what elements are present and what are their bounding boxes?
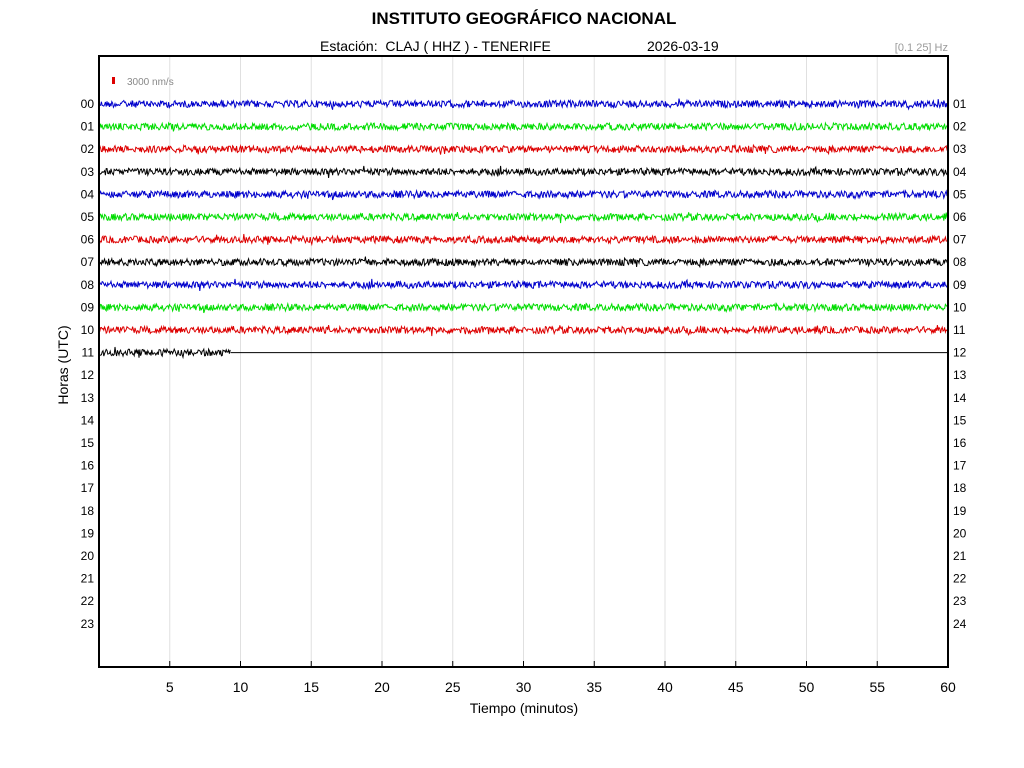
x-tick-label: 5 xyxy=(166,679,174,695)
x-axis-label: Tiempo (minutos) xyxy=(469,700,579,716)
y-tick-right: 18 xyxy=(953,481,967,495)
y-tick-right: 02 xyxy=(953,120,967,134)
y-tick-left: 14 xyxy=(81,413,95,427)
x-tick-label: 15 xyxy=(303,679,319,695)
y-tick-left: 15 xyxy=(81,436,95,450)
y-tick-left: 03 xyxy=(81,165,95,179)
trace-hour-02 xyxy=(98,143,949,156)
y-tick-right: 21 xyxy=(953,549,967,563)
x-tick-label: 25 xyxy=(445,679,461,695)
trace-hour-00 xyxy=(98,98,949,111)
y-tick-right: 24 xyxy=(953,617,967,631)
trace-hour-11 xyxy=(98,346,231,360)
x-tick-label: 40 xyxy=(657,679,673,695)
y-tick-left: 12 xyxy=(81,368,95,382)
y-tick-right: 04 xyxy=(953,165,967,179)
y-tick-right: 17 xyxy=(953,459,967,473)
y-tick-left: 10 xyxy=(81,323,95,337)
y-tick-left: 00 xyxy=(81,97,95,111)
y-tick-left: 06 xyxy=(81,233,95,247)
x-tick-label: 35 xyxy=(586,679,602,695)
x-tick-label: 20 xyxy=(374,679,390,695)
y-tick-left: 09 xyxy=(81,300,95,314)
y-tick-right: 08 xyxy=(953,255,967,269)
y-tick-left: 11 xyxy=(82,346,95,360)
y-tick-right: 03 xyxy=(953,142,967,156)
y-tick-left: 08 xyxy=(81,278,95,292)
y-tick-right: 09 xyxy=(953,278,967,292)
trace-hour-04 xyxy=(98,188,949,201)
chart-title: INSTITUTO GEOGRÁFICO NACIONAL xyxy=(371,9,677,28)
y-tick-left: 17 xyxy=(81,481,95,495)
x-tick-label: 30 xyxy=(516,679,532,695)
y-tick-left: 16 xyxy=(81,459,95,473)
y-tick-right: 10 xyxy=(953,300,967,314)
trace-hour-07 xyxy=(98,256,949,269)
trace-hour-08 xyxy=(98,278,949,291)
y-tick-right: 15 xyxy=(953,413,967,427)
scale-label: 3000 nm/s xyxy=(127,77,174,88)
y-tick-right: 23 xyxy=(953,594,967,608)
y-tick-right: 13 xyxy=(953,368,967,382)
x-tick-label: 45 xyxy=(728,679,744,695)
y-tick-right: 16 xyxy=(953,436,967,450)
y-tick-right: 01 xyxy=(953,97,967,111)
trace-hour-01 xyxy=(98,121,949,132)
y-tick-left: 01 xyxy=(81,120,95,134)
y-tick-left: 13 xyxy=(81,391,95,405)
trace-hour-10 xyxy=(98,324,949,337)
y-tick-right: 05 xyxy=(953,187,967,201)
trace-hour-03 xyxy=(98,165,949,178)
x-tick-label: 55 xyxy=(869,679,885,695)
y-tick-left: 19 xyxy=(81,526,95,540)
y-tick-left: 21 xyxy=(81,572,95,586)
trace-hour-05 xyxy=(98,211,949,224)
y-tick-left: 18 xyxy=(81,504,95,518)
y-tick-left: 22 xyxy=(81,594,95,608)
y-tick-right: 20 xyxy=(953,526,967,540)
y-tick-right: 11 xyxy=(953,323,966,337)
y-tick-left: 23 xyxy=(81,617,95,631)
y-tick-left: 07 xyxy=(81,255,95,269)
scale-bar xyxy=(112,77,115,84)
x-tick-label: 60 xyxy=(940,679,956,695)
y-tick-right: 12 xyxy=(953,346,967,360)
y-tick-right: 06 xyxy=(953,210,967,224)
filter-band: [0.1 25] Hz xyxy=(894,42,948,54)
y-tick-right: 14 xyxy=(953,391,967,405)
y-tick-left: 20 xyxy=(81,549,95,563)
y-tick-left: 05 xyxy=(81,210,95,224)
y-tick-left: 04 xyxy=(81,187,95,201)
y-tick-left: 02 xyxy=(81,142,95,156)
station-info: Estación: CLAJ ( HHZ ) - TENERIFE xyxy=(320,38,551,54)
chart-date: 2026-03-19 xyxy=(647,38,719,54)
x-tick-label: 10 xyxy=(233,679,249,695)
trace-hour-06 xyxy=(98,233,949,247)
y-tick-right: 07 xyxy=(953,233,967,247)
trace-hour-09 xyxy=(98,301,949,314)
y-tick-right: 19 xyxy=(953,504,967,518)
x-tick-label: 50 xyxy=(799,679,815,695)
y-tick-right: 22 xyxy=(953,572,967,586)
